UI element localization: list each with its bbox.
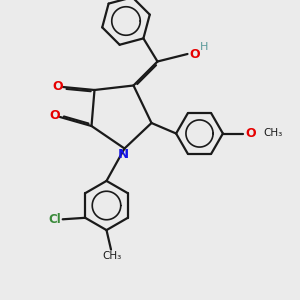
- Text: N: N: [118, 148, 129, 161]
- Text: O: O: [52, 80, 63, 93]
- Text: Cl: Cl: [49, 213, 61, 226]
- Text: H: H: [200, 42, 208, 52]
- Text: CH₃: CH₃: [263, 128, 282, 139]
- Text: O: O: [245, 127, 256, 140]
- Text: O: O: [49, 109, 60, 122]
- Text: O: O: [190, 47, 200, 61]
- Text: CH₃: CH₃: [102, 251, 121, 261]
